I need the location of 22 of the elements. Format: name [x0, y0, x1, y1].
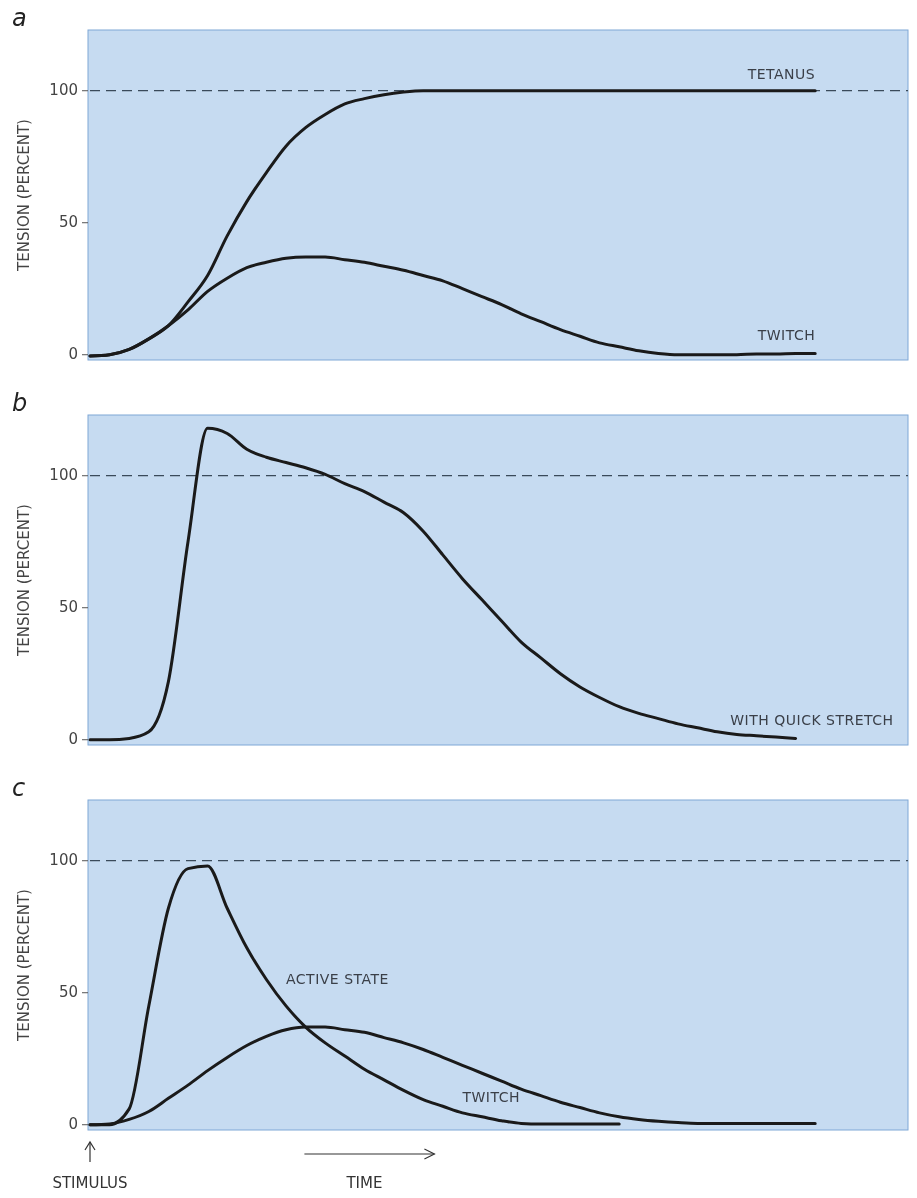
series-label: TWITCH — [461, 1089, 520, 1106]
y-axis-title: TENSION (PERCENT) — [14, 889, 33, 1042]
series-label: WITH QUICK STRETCH — [730, 712, 894, 729]
chart-title: c — [12, 774, 26, 802]
y-tick-label: 100 — [49, 81, 78, 100]
y-axis-title: TENSION (PERCENT) — [14, 119, 33, 272]
text: STIMULUS — [52, 1174, 128, 1192]
y-axis-title: TENSION (PERCENT) — [14, 504, 33, 657]
y-tick-label: 100 — [49, 851, 78, 870]
chart-title: a — [12, 4, 27, 32]
chart-title: b — [12, 389, 28, 417]
series-label: ACTIVE STATE — [286, 970, 389, 987]
series-label: TETANUS — [746, 65, 816, 82]
y-tick-label: 50 — [58, 213, 78, 232]
y-tick-label: 0 — [68, 730, 78, 749]
y-tick-label: 50 — [58, 598, 78, 617]
y-tick-label: 100 — [49, 466, 78, 485]
y-tick-label: 0 — [68, 345, 78, 364]
text: TIME — [345, 1174, 383, 1192]
y-tick-label: 50 — [58, 983, 78, 1002]
y-tick-label: 0 — [68, 1115, 78, 1134]
series-label: TWITCH — [756, 327, 816, 344]
